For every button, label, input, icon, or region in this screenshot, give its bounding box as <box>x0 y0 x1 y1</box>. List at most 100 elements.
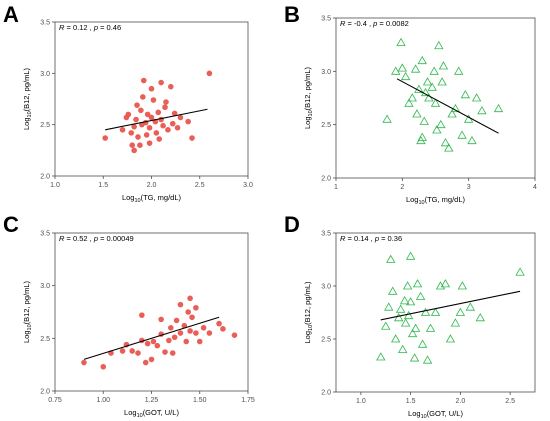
data-point-d <box>405 251 416 260</box>
data-point-a <box>174 124 181 131</box>
data-point-a <box>160 122 166 129</box>
data-point-b <box>436 119 446 129</box>
y-tick-label-c: 2.0 <box>40 389 50 396</box>
data-point-a <box>146 124 153 131</box>
data-point-d <box>403 310 414 320</box>
panel-b: B 1 2 3 4 2.0 2.5 3.0 3.5 Log10(TG, mg/dL) Log10(B… <box>284 2 537 206</box>
x-tick-label-d: 2.5 <box>505 398 515 405</box>
panel-a: A 1.0 1.5 2.0 2.5 3.0 2.0 2.5 3.0 3.5 Log10(TG, mg… <box>3 2 253 204</box>
panel-letter-a: A <box>3 2 19 27</box>
data-point-d <box>409 353 420 362</box>
y-axis-title-b: Log10(B12, pg/mL) <box>303 67 314 129</box>
data-point-a <box>162 104 168 111</box>
data-point-d <box>420 307 431 316</box>
data-point-b <box>460 89 471 99</box>
y-tick-label-d: 3.0 <box>321 284 331 291</box>
data-point-c <box>144 340 151 347</box>
stat-annotation-b: R = -0.4 , p = 0.0082 <box>340 19 409 28</box>
data-point-d <box>425 323 436 332</box>
data-point-d <box>412 279 423 288</box>
data-point-b <box>420 87 431 97</box>
data-point-b <box>429 66 439 75</box>
data-point-b <box>417 55 427 65</box>
data-point-a <box>206 70 213 77</box>
plot-frame-b <box>335 17 536 179</box>
x-axis-title-c: Log10(GOT, U/L) <box>124 408 179 419</box>
panel-letter-d: D <box>284 212 300 237</box>
data-point-d <box>515 267 525 276</box>
data-point-d <box>402 281 413 290</box>
data-point-c <box>185 309 191 315</box>
data-point-c <box>119 348 126 354</box>
data-point-b <box>427 82 437 91</box>
data-point-d <box>457 281 468 290</box>
data-point-a <box>156 136 163 142</box>
data-point-b <box>412 109 422 118</box>
data-point-b <box>450 103 461 113</box>
data-point-c <box>166 337 172 344</box>
data-point-a <box>129 142 135 148</box>
y-tick-label-a: 2.5 <box>40 122 50 129</box>
data-point-d <box>397 344 408 354</box>
data-point-a <box>168 83 174 90</box>
data-point-a <box>158 116 164 123</box>
data-point-b <box>447 109 457 118</box>
x-tick-label-b: 4 <box>533 184 537 191</box>
data-point-d <box>455 307 466 316</box>
data-point-d <box>395 304 406 313</box>
data-point-b <box>430 98 441 107</box>
data-point-b <box>457 130 467 139</box>
y-axis-title-c: Log10(B12, pg/mL) <box>22 281 33 343</box>
data-point-d <box>407 328 418 338</box>
data-point-b <box>382 114 392 123</box>
x-tick-label-b: 3 <box>467 184 471 191</box>
data-point-b <box>493 103 504 113</box>
y-tick-label-a: 2.0 <box>40 174 50 181</box>
data-point-a <box>131 123 137 130</box>
data-point-d <box>450 318 461 327</box>
data-point-a <box>119 127 126 133</box>
data-point-c <box>216 320 222 327</box>
data-point-d <box>440 279 451 288</box>
y-tick-label-c: 3.5 <box>40 231 50 238</box>
data-point-b <box>417 132 427 141</box>
data-point-b <box>419 116 429 125</box>
regression-line-a <box>105 108 208 131</box>
regression-line-b <box>396 78 499 134</box>
data-point-b <box>410 64 421 73</box>
data-point-c <box>173 317 180 324</box>
data-point-d <box>388 286 398 295</box>
data-point-b <box>400 71 411 81</box>
stat-annotation-c: R = 0.52 , p = 0.00049 <box>59 234 134 243</box>
data-point-b <box>422 77 433 86</box>
data-point-a <box>169 120 176 127</box>
x-tick-label-a: 1.0 <box>50 182 60 189</box>
data-point-a <box>143 132 150 138</box>
x-tick-label-c: 1.00 <box>96 397 110 404</box>
data-point-d <box>430 307 441 316</box>
y-tick-label-d: 3.5 <box>321 231 331 238</box>
data-point-b <box>432 125 442 134</box>
data-point-c <box>139 312 145 318</box>
data-point-c <box>129 348 135 354</box>
data-point-a <box>144 111 151 118</box>
y-tick-label-c: 2.5 <box>40 336 50 343</box>
regression-line-d <box>380 290 521 321</box>
x-tick-label-a: 1.5 <box>98 182 108 189</box>
data-point-a <box>134 102 140 108</box>
data-point-a <box>177 114 184 121</box>
data-point-c <box>135 350 141 356</box>
plot-frame-c <box>54 232 249 392</box>
data-point-b <box>407 93 417 102</box>
data-point-c <box>81 359 87 366</box>
x-tick-label-c: 1.75 <box>241 397 255 404</box>
data-point-a <box>135 134 141 140</box>
data-point-c <box>158 316 164 323</box>
y-tick-label-b: 2.5 <box>321 122 331 129</box>
y-tick-label-a: 3.0 <box>40 71 50 78</box>
data-point-a <box>102 135 108 141</box>
x-axis-title-d: Log10(GOT, U/L) <box>408 409 463 420</box>
panel-letter-c: C <box>3 212 19 237</box>
panel-letter-b: B <box>284 2 300 27</box>
